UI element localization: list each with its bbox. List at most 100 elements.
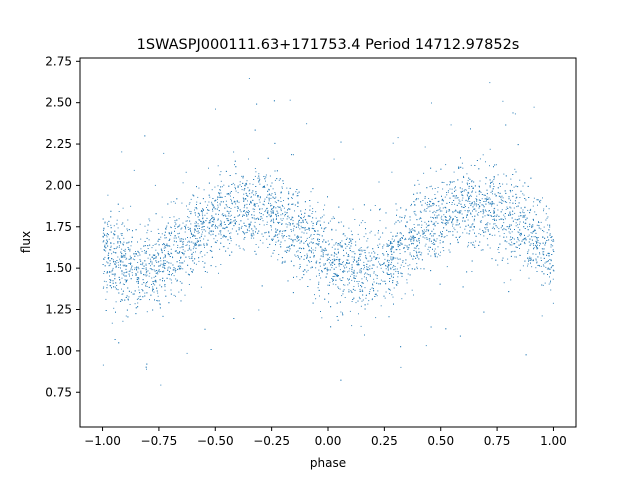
data-point (549, 233, 551, 235)
data-point (194, 212, 196, 214)
data-point (138, 289, 140, 291)
data-point (487, 229, 489, 231)
data-point (460, 191, 462, 193)
data-point (160, 384, 162, 386)
data-point (128, 263, 130, 264)
data-point (106, 284, 108, 286)
data-point (377, 232, 379, 234)
data-point (458, 212, 460, 214)
data-point (196, 186, 197, 188)
data-point (120, 267, 121, 269)
data-point (323, 249, 325, 251)
data-point (318, 273, 320, 274)
data-point (228, 224, 230, 225)
data-point (446, 192, 447, 193)
data-point (516, 241, 518, 243)
data-point (376, 282, 378, 284)
data-point (539, 252, 540, 254)
data-point (187, 216, 189, 218)
data-point (505, 201, 506, 203)
data-point (192, 260, 194, 262)
data-point (288, 222, 290, 224)
data-point (212, 208, 213, 210)
data-point (145, 272, 147, 274)
data-point (378, 283, 380, 285)
data-point (337, 244, 339, 246)
data-point (470, 213, 472, 215)
data-point (146, 286, 148, 287)
data-point (399, 221, 401, 223)
data-point (335, 259, 337, 261)
data-point (536, 271, 538, 272)
data-point (323, 265, 325, 266)
data-point (542, 242, 544, 244)
data-point (258, 181, 260, 183)
data-point (400, 232, 402, 234)
data-point (110, 227, 112, 229)
data-point (352, 299, 354, 300)
data-point (195, 238, 197, 239)
data-point (471, 185, 473, 187)
data-point (162, 266, 164, 268)
data-point (222, 236, 224, 238)
data-point (199, 252, 201, 254)
data-point (294, 210, 295, 212)
data-point (198, 260, 200, 262)
data-point (359, 224, 360, 226)
data-point (134, 303, 136, 305)
data-point (319, 295, 320, 297)
data-point (209, 230, 211, 232)
data-point (151, 263, 153, 265)
data-point (519, 197, 521, 198)
data-point (230, 214, 232, 216)
data-point (413, 237, 415, 239)
data-point (206, 217, 208, 219)
data-point (168, 262, 170, 264)
data-point (331, 218, 333, 220)
data-point (110, 246, 112, 248)
data-point (297, 201, 299, 203)
data-point (185, 227, 186, 229)
data-point (220, 180, 222, 182)
data-point (212, 210, 214, 212)
data-point (116, 219, 118, 221)
data-point (426, 237, 428, 239)
data-point (452, 218, 454, 220)
data-point (372, 264, 374, 266)
data-point (234, 201, 236, 203)
data-point (446, 266, 448, 268)
data-point (502, 257, 504, 259)
data-point (165, 295, 167, 297)
data-point (400, 272, 402, 274)
data-point (112, 269, 114, 271)
data-point (183, 260, 185, 262)
data-point (351, 291, 353, 293)
data-point (237, 215, 239, 217)
data-point (319, 262, 321, 264)
data-point (434, 198, 436, 199)
data-point (510, 251, 512, 253)
data-point (150, 265, 151, 267)
data-point (168, 266, 170, 268)
data-point (490, 214, 492, 216)
data-point (434, 248, 436, 250)
data-point (533, 244, 535, 246)
data-point (476, 160, 478, 161)
data-point (149, 272, 151, 274)
data-point (391, 274, 393, 276)
data-point (119, 260, 121, 262)
data-point (207, 209, 209, 211)
data-point (144, 292, 146, 294)
data-point (519, 229, 521, 231)
data-point (549, 272, 551, 274)
data-point (178, 268, 180, 270)
data-point (472, 187, 474, 189)
data-point (535, 267, 537, 269)
data-point (452, 195, 454, 197)
data-point (321, 248, 323, 250)
data-point (140, 260, 142, 262)
data-point (432, 248, 433, 250)
data-point (486, 193, 488, 195)
data-point (461, 181, 463, 183)
data-point (204, 328, 206, 330)
